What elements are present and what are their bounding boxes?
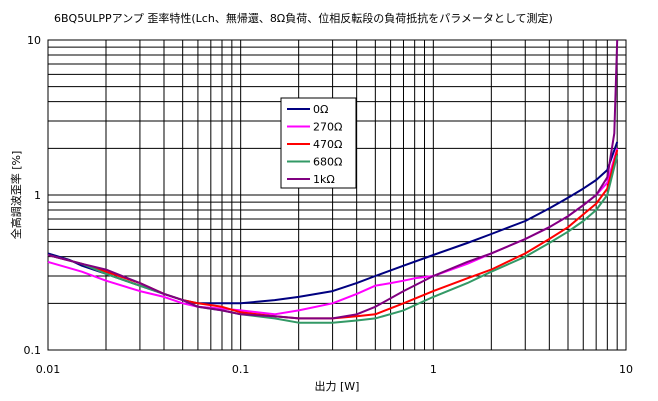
legend-label: 0Ω [313, 103, 328, 116]
plot-frame [47, 39, 627, 351]
series-lines [47, 39, 619, 324]
x-tick-label: 0.01 [36, 363, 61, 376]
legend-items: 0Ω 270Ω 470Ω 680Ω 1kΩ [287, 103, 342, 186]
series-line-5 [47, 39, 619, 320]
x-tick-label: 1 [430, 363, 437, 376]
legend: 0Ω 270Ω 470Ω 680Ω 1kΩ [280, 97, 357, 189]
y-tick-label: 10 [27, 34, 41, 47]
y-axis-label: 全高調波歪率 [%] [9, 151, 23, 240]
grid [48, 40, 626, 350]
x-tick-labels: 0.01 0.1 1 10 [36, 363, 633, 376]
x-axis-label: 出力 [W] [315, 379, 360, 393]
legend-label: 470Ω [313, 138, 342, 151]
x-tick-label: 0.1 [232, 363, 250, 376]
y-tick-labels: 0.1 1 10 [24, 34, 42, 357]
y-tick-label: 1 [34, 189, 41, 202]
legend-label: 270Ω [313, 121, 342, 134]
legend-label: 1kΩ [313, 173, 335, 186]
chart-title: 6BQ5ULPPアンプ 歪率特性(Lch、無帰還、8Ω負荷、位相反転段の負荷抵抗… [54, 11, 553, 25]
legend-label: 680Ω [313, 156, 342, 169]
x-tick-label: 10 [619, 363, 633, 376]
y-tick-label: 0.1 [24, 344, 42, 357]
